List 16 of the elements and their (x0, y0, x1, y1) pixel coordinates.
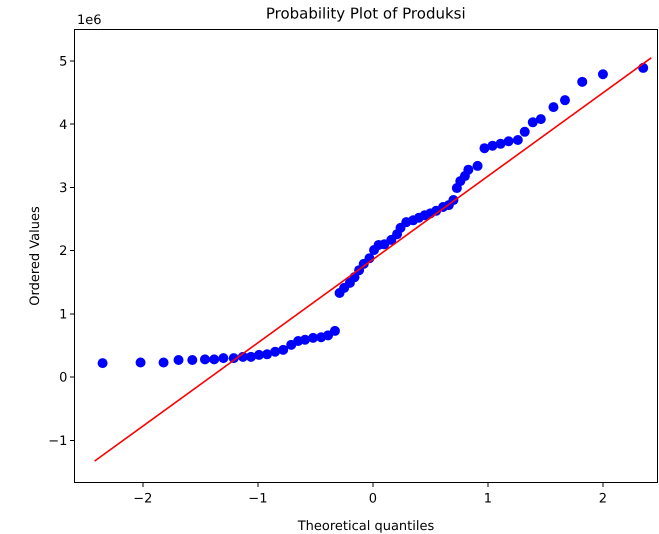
y-tick-label: 3 (59, 180, 68, 196)
x-tick-label: 1 (484, 492, 492, 507)
y-tick-label: 4 (59, 118, 68, 133)
y-axis-title: Ordered Values (28, 206, 43, 306)
x-tick-label: −1 (248, 492, 268, 507)
y-tick-label: −1 (48, 434, 68, 449)
chart-title: Probability Plot of Produksi (266, 4, 466, 23)
x-tick-label: −2 (133, 492, 152, 507)
text: 1e6 (77, 13, 102, 28)
y-tick-label: 5 (59, 54, 68, 70)
y-tick-label: 0 (59, 370, 68, 386)
y-tick-label: 1 (59, 307, 68, 322)
y-tick-label: 2 (59, 244, 68, 260)
x-axis-title: Theoretical quantiles (296, 519, 434, 534)
x-tick-label: 0 (368, 492, 378, 507)
x-tick-label: 2 (598, 492, 608, 507)
